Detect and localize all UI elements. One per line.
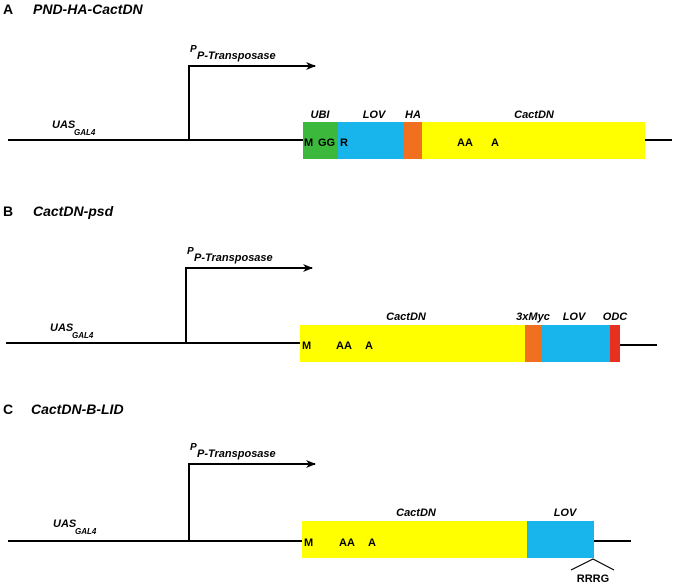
panel-c-letter: C — [3, 401, 13, 417]
uas-a-label: UAS — [52, 119, 76, 131]
uas-c-label: UAS — [53, 518, 77, 530]
segment-3xmyc-label: 3xMyc — [516, 311, 550, 323]
promoter-b-p: P — [187, 246, 194, 257]
residue-r: R — [340, 137, 348, 149]
uas-a-sub: GAL4 — [74, 128, 96, 137]
segment-ubi-label: UBI — [311, 109, 331, 121]
promoter-c-p: P — [190, 442, 197, 453]
segment-ubi — [303, 122, 338, 159]
segment-odc-label: ODC — [603, 311, 629, 323]
panel-b: B CactDN-psd P P-Transposase UAS GAL4 Ca… — [3, 203, 657, 362]
promoter-c-label: P-Transposase — [197, 448, 276, 460]
segment-cactdn — [300, 325, 525, 362]
segment-cactdn — [422, 122, 645, 159]
residue-m: M — [304, 137, 313, 149]
segment-cactdn-label: CactDN — [396, 507, 437, 519]
segment-cactdn-label: CactDN — [514, 109, 555, 121]
segment-lov-label: LOV — [554, 507, 578, 519]
panel-c: C CactDN-B-LID P P-Transposase UAS GAL4 … — [3, 401, 631, 584]
uas-c-sub: GAL4 — [75, 527, 97, 536]
uas-b-label: UAS — [50, 322, 74, 334]
promoter-a-label: P-Transposase — [197, 50, 276, 62]
panel-a-title: PND-HA-CactDN — [33, 1, 144, 17]
segment-cactdn — [302, 521, 527, 558]
residue-a: A — [368, 537, 376, 549]
segment-odc — [610, 325, 620, 362]
segment-lov — [541, 325, 610, 362]
residue-gg: GG — [318, 137, 335, 149]
segment-lov-label: LOV — [363, 109, 387, 121]
residue-m: M — [304, 537, 313, 549]
segment-ha-label: HA — [405, 109, 421, 121]
promoter-b-label: P-Transposase — [194, 252, 273, 264]
panel-b-letter: B — [3, 203, 13, 219]
segment-lov — [527, 521, 594, 558]
residue-aa: AA — [339, 537, 355, 549]
segment-ha — [404, 122, 422, 159]
residue-aa: AA — [336, 340, 352, 352]
panel-a-letter: A — [3, 1, 13, 17]
rrrg-caret — [570, 558, 615, 571]
residue-a: A — [491, 137, 499, 149]
segment-lov — [338, 122, 404, 159]
residue-m: M — [302, 340, 311, 352]
promoter-a-p: P — [190, 44, 197, 55]
residue-aa: AA — [457, 137, 473, 149]
panel-b-title: CactDN-psd — [33, 203, 114, 219]
segment-cactdn-label: CactDN — [386, 311, 427, 323]
panel-a: A PND-HA-CactDN P P-Transposase UAS GAL4… — [3, 1, 672, 159]
rrrg-label: RRRG — [577, 573, 609, 584]
residue-a: A — [365, 340, 373, 352]
panel-c-title: CactDN-B-LID — [31, 401, 124, 417]
segment-lov-label: LOV — [563, 311, 587, 323]
uas-b-sub: GAL4 — [72, 331, 94, 340]
segment-3xmyc — [525, 325, 541, 362]
